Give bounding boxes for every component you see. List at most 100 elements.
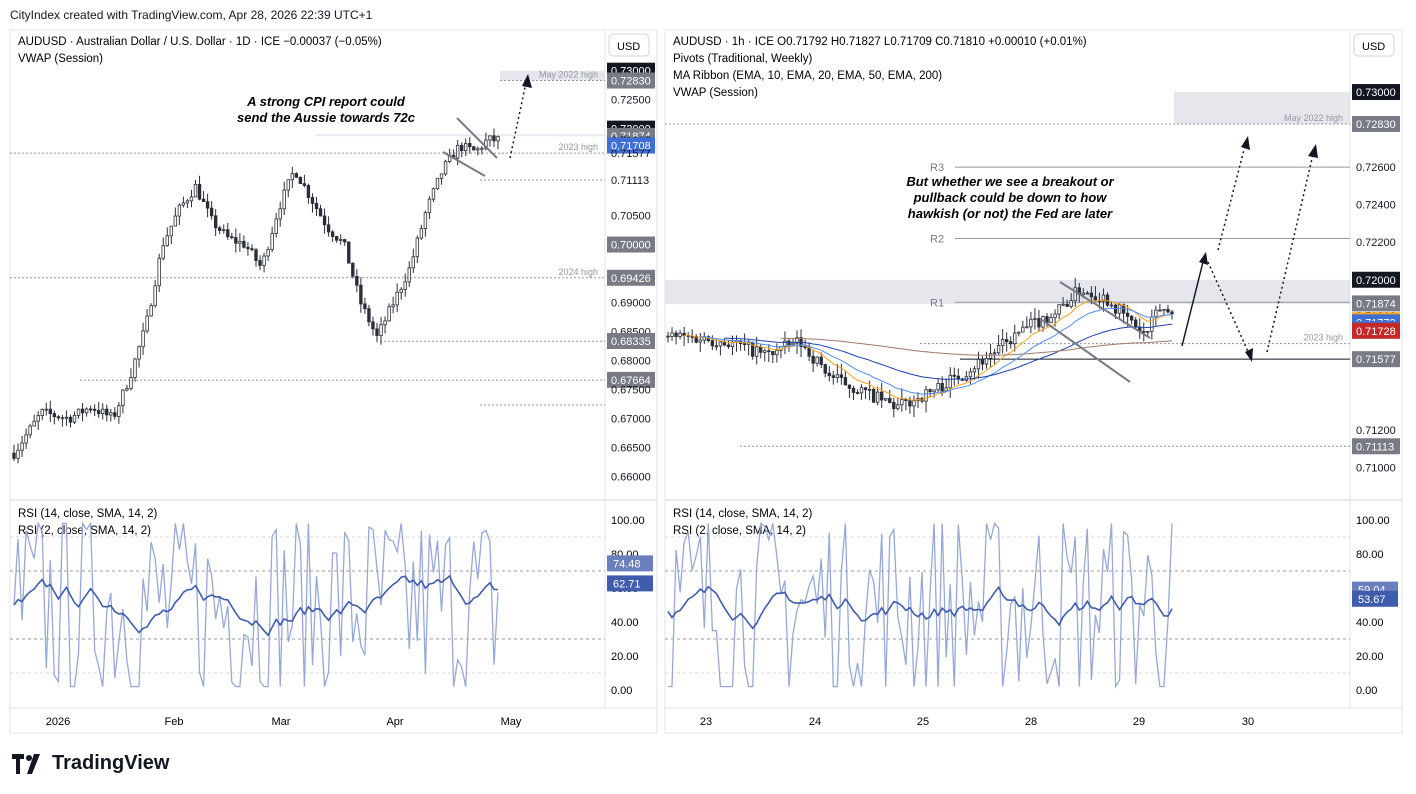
price-axis-label: 0.70500 [611, 211, 651, 223]
candle-body [262, 255, 266, 266]
candle-body [64, 416, 69, 419]
candle-body [1162, 308, 1166, 311]
candle-body [117, 405, 121, 417]
candle-body [815, 356, 819, 364]
level-label: 2023 high [1303, 333, 1343, 343]
candle-body [439, 173, 444, 179]
annotation-text: A strong CPI report could [246, 94, 406, 109]
candle-body [32, 420, 36, 427]
indicator-title: VWAP (Session) [18, 53, 103, 65]
price-axis-text: 0.71874 [1356, 298, 1396, 310]
currency-box [608, 33, 650, 57]
target-arrow-head [522, 74, 532, 88]
candle-body [992, 352, 997, 355]
candle-body [831, 375, 836, 378]
candle-body [286, 179, 290, 191]
price-axis-text: 0.68335 [611, 336, 651, 348]
candle-body [1089, 292, 1094, 298]
price-zone [316, 134, 605, 137]
price-axis-label: 0.71874 [1352, 295, 1400, 312]
candle-body [40, 409, 44, 416]
candle-body [496, 136, 500, 142]
rsi-axis-label: 20.00 [611, 651, 639, 663]
price-axis-label: 0.69426 [607, 269, 655, 286]
candle-body [133, 358, 137, 378]
currency-label: USD [1362, 41, 1385, 53]
candle-body [230, 236, 234, 239]
candle-body [266, 249, 270, 257]
price-axis-text: 0.72500 [611, 95, 651, 107]
candle-body [1033, 318, 1037, 320]
candle-body [492, 135, 496, 142]
candle-body [443, 161, 448, 175]
candle-body [282, 189, 286, 210]
currency-button[interactable]: USD [608, 33, 650, 57]
tradingview-logo: TradingView [12, 752, 169, 775]
candle-body [407, 267, 411, 283]
candle-body [767, 350, 771, 353]
candle-body [1029, 318, 1033, 328]
price-axis-text: 0.70500 [611, 211, 651, 223]
candle-body [330, 231, 335, 237]
price-axis-label: 0.71708 [607, 137, 655, 154]
candle-body [819, 356, 823, 365]
candle-body [347, 241, 351, 264]
candle-body [867, 388, 872, 391]
rsi-axis-label: 40.00 [1356, 617, 1384, 629]
candle-body [1166, 308, 1170, 313]
daily-chart-panel: 0.730000.728300.725000.720000.718740.718… [9, 29, 658, 734]
price-axis-label: 0.66500 [611, 442, 651, 454]
candle-body [209, 207, 214, 217]
rsi-badge-text: 53.67 [1358, 594, 1386, 606]
scenario-arrow-head [1241, 136, 1250, 150]
candle-body [944, 387, 948, 392]
price-axis-text: 0.70000 [611, 240, 651, 252]
chart-caption: CityIndex created with TradingView.com, … [10, 8, 373, 22]
candle-body [129, 377, 133, 389]
candle-body [339, 239, 343, 241]
candle-body [888, 397, 892, 403]
price-axis-label: 0.71113 [1352, 438, 1400, 455]
rsi-badge [607, 555, 653, 572]
candle-body [871, 388, 876, 403]
price-axis-text: 0.68000 [611, 355, 651, 367]
candle-body [674, 332, 678, 337]
price-axis-label: 0.68335 [607, 333, 655, 350]
candle-body [847, 384, 852, 389]
currency-label: USD [617, 41, 640, 53]
time-axis-label: Mar [272, 716, 291, 728]
candle-body [851, 387, 856, 393]
candle-body [56, 416, 61, 419]
candle-body [666, 335, 670, 338]
candle-body [189, 196, 194, 202]
price-axis-label: 0.71728 [1352, 322, 1400, 339]
price-badge [607, 269, 655, 286]
candle-body [859, 387, 864, 394]
rsi-badge [1352, 590, 1398, 607]
candle-body [472, 146, 476, 151]
price-badge [1352, 115, 1400, 132]
currency-button[interactable]: USD [1353, 33, 1395, 57]
price-axis-label: 0.73000 [1352, 84, 1400, 101]
target-arrow [509, 77, 528, 159]
candle-body [488, 135, 492, 141]
level-label: 2024 high [558, 267, 598, 277]
candle-body [896, 404, 900, 410]
candle-body [310, 197, 315, 204]
candle-body [326, 224, 331, 233]
candle-body [932, 389, 936, 393]
rsi-axis-label: 0.00 [611, 685, 632, 697]
candle-body [952, 374, 956, 377]
candle-body [363, 303, 367, 310]
price-axis-text: 0.67500 [611, 384, 651, 396]
candle-body [423, 212, 428, 229]
level-label: 2023 high [558, 142, 598, 152]
wedge-lower-line [442, 151, 486, 177]
annotation-text: hawkish (or not) the Fed are later [908, 206, 1113, 221]
candle-body [670, 332, 674, 337]
pivot-label: R1 [930, 297, 944, 309]
candle-body [387, 306, 391, 322]
candle-body [355, 275, 359, 286]
candle-body [92, 408, 97, 411]
